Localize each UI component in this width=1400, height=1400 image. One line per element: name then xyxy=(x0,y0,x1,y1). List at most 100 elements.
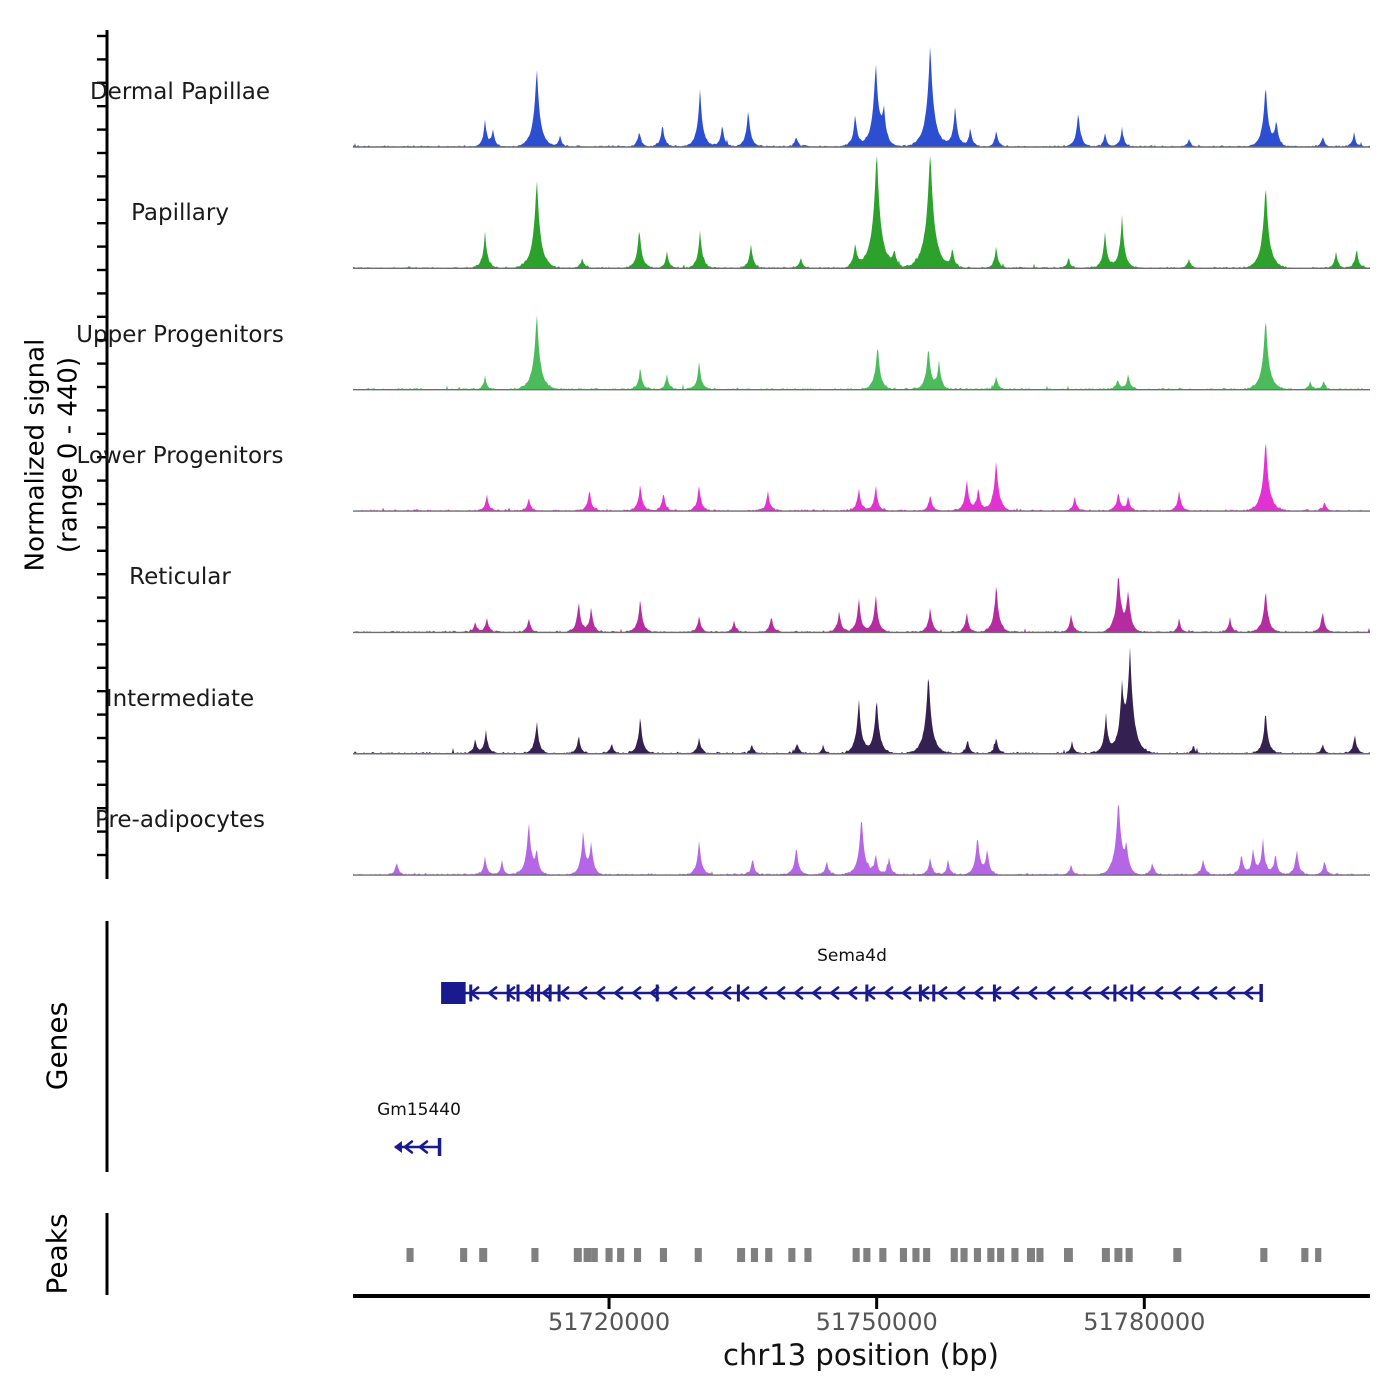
peak-interval xyxy=(591,1248,598,1262)
peak-interval xyxy=(960,1248,968,1262)
strand-arrow-left-icon xyxy=(1026,986,1038,1000)
peak-interval xyxy=(923,1248,931,1262)
peak-interval xyxy=(617,1248,625,1262)
peaks-section-label: Peaks xyxy=(40,1213,74,1295)
strand-arrow-left-icon xyxy=(402,1140,414,1154)
peak-interval xyxy=(987,1248,995,1262)
strand-arrow-left-icon xyxy=(810,986,822,1000)
peak-interval xyxy=(1101,1248,1110,1262)
signal-track-lower-progenitors xyxy=(353,443,1370,512)
peak-interval xyxy=(737,1248,746,1262)
strand-arrow-left-icon xyxy=(738,986,750,1000)
strand-arrow-left-icon xyxy=(486,986,498,1000)
gene-start-arrowhead-icon xyxy=(393,1141,402,1153)
track-label-lower-progenitors: Lower Progenitors xyxy=(76,443,284,470)
strand-arrow-left-icon xyxy=(972,986,984,1000)
strand-arrow-left-icon xyxy=(1242,986,1254,1000)
strand-arrow-left-icon xyxy=(576,986,588,1000)
track-label-upper-progenitors: Upper Progenitors xyxy=(76,321,284,348)
strand-arrow-left-icon xyxy=(666,986,678,1000)
signal-track-papillary xyxy=(353,155,1370,270)
peak-interval xyxy=(1125,1248,1133,1262)
peak-interval xyxy=(750,1248,758,1262)
peak-interval xyxy=(1027,1248,1035,1262)
peak-interval xyxy=(1260,1248,1268,1262)
y-axis xyxy=(97,30,109,879)
strand-arrow-left-icon xyxy=(1152,986,1164,1000)
peak-interval xyxy=(950,1248,958,1262)
strand-arrow-left-icon xyxy=(702,986,714,1000)
x-axis xyxy=(353,1294,1370,1309)
strand-arrow-left-icon xyxy=(417,1140,429,1154)
strand-arrow-left-icon xyxy=(522,986,534,1000)
strand-arrow-left-icon xyxy=(936,986,948,1000)
gene-model-sema4d xyxy=(441,982,1263,1004)
strand-arrow-left-icon xyxy=(846,986,858,1000)
peak-interval xyxy=(1064,1248,1073,1262)
peak-interval xyxy=(973,1248,981,1262)
strand-arrow-left-icon xyxy=(1170,986,1182,1000)
strand-arrow-left-icon xyxy=(594,986,606,1000)
x-axis-title: chr13 position (bp) xyxy=(723,1338,999,1372)
signal-track-upper-progenitors xyxy=(353,314,1370,391)
peak-interval xyxy=(1036,1248,1044,1262)
strand-arrow-left-icon xyxy=(756,986,768,1000)
signal-track-dermal-papillae xyxy=(353,46,1370,148)
gene-model-gm15440 xyxy=(393,1138,442,1156)
strand-arrow-left-icon xyxy=(1206,986,1218,1000)
peak-interval xyxy=(406,1248,414,1262)
peak-interval xyxy=(573,1248,582,1262)
strand-arrow-left-icon xyxy=(630,986,642,1000)
peak-interval xyxy=(863,1248,871,1262)
peak-interval xyxy=(852,1248,860,1262)
peak-interval xyxy=(605,1248,613,1262)
peak-interval xyxy=(1114,1248,1123,1262)
gene-label-sema4d: Sema4d xyxy=(817,946,887,966)
peak-interval xyxy=(788,1248,796,1262)
peak-interval xyxy=(899,1248,907,1262)
strand-arrow-left-icon xyxy=(882,986,894,1000)
strand-arrow-left-icon xyxy=(828,986,840,1000)
strand-arrow-left-icon xyxy=(1134,986,1146,1000)
signal-track-reticular xyxy=(353,577,1370,634)
signal-track-intermediate xyxy=(353,647,1370,755)
strand-arrow-left-icon xyxy=(900,986,912,1000)
gene-label-gm15440: Gm15440 xyxy=(377,1100,461,1120)
peak-interval xyxy=(479,1248,488,1262)
strand-arrow-left-icon xyxy=(774,986,786,1000)
track-label-reticular: Reticular xyxy=(129,564,231,591)
strand-arrow-left-icon xyxy=(1098,986,1110,1000)
peaks-track xyxy=(406,1248,1322,1262)
x-tick-label-51750000: 51750000 xyxy=(815,1308,938,1336)
peak-interval xyxy=(531,1248,539,1262)
strand-arrow-left-icon xyxy=(1080,986,1092,1000)
peak-interval xyxy=(460,1248,468,1262)
strand-arrow-left-icon xyxy=(1062,986,1074,1000)
peak-interval xyxy=(1173,1248,1182,1262)
gene-cds-box xyxy=(441,982,466,1004)
peak-interval xyxy=(765,1248,773,1262)
strand-arrow-left-icon xyxy=(1224,986,1236,1000)
peak-interval xyxy=(1315,1248,1322,1262)
peak-interval xyxy=(634,1248,642,1262)
x-tick-label-51720000: 51720000 xyxy=(547,1308,671,1336)
peak-interval xyxy=(694,1248,702,1262)
peak-interval xyxy=(659,1248,667,1262)
peak-interval xyxy=(912,1248,920,1262)
peak-interval xyxy=(583,1248,592,1262)
peak-interval xyxy=(804,1248,812,1262)
peak-interval xyxy=(879,1248,887,1262)
strand-arrow-left-icon xyxy=(558,986,570,1000)
strand-arrow-left-icon xyxy=(954,986,966,1000)
strand-arrow-left-icon xyxy=(1188,986,1200,1000)
x-tick-label-51780000: 51780000 xyxy=(1083,1308,1206,1336)
strand-arrow-left-icon xyxy=(1116,986,1128,1000)
peak-interval xyxy=(1301,1248,1309,1262)
strand-arrow-left-icon xyxy=(684,986,696,1000)
peak-interval xyxy=(997,1248,1005,1262)
track-label-intermediate: Intermediate xyxy=(105,685,255,712)
strand-arrow-left-icon xyxy=(1044,986,1056,1000)
strand-arrow-left-icon xyxy=(720,986,732,1000)
